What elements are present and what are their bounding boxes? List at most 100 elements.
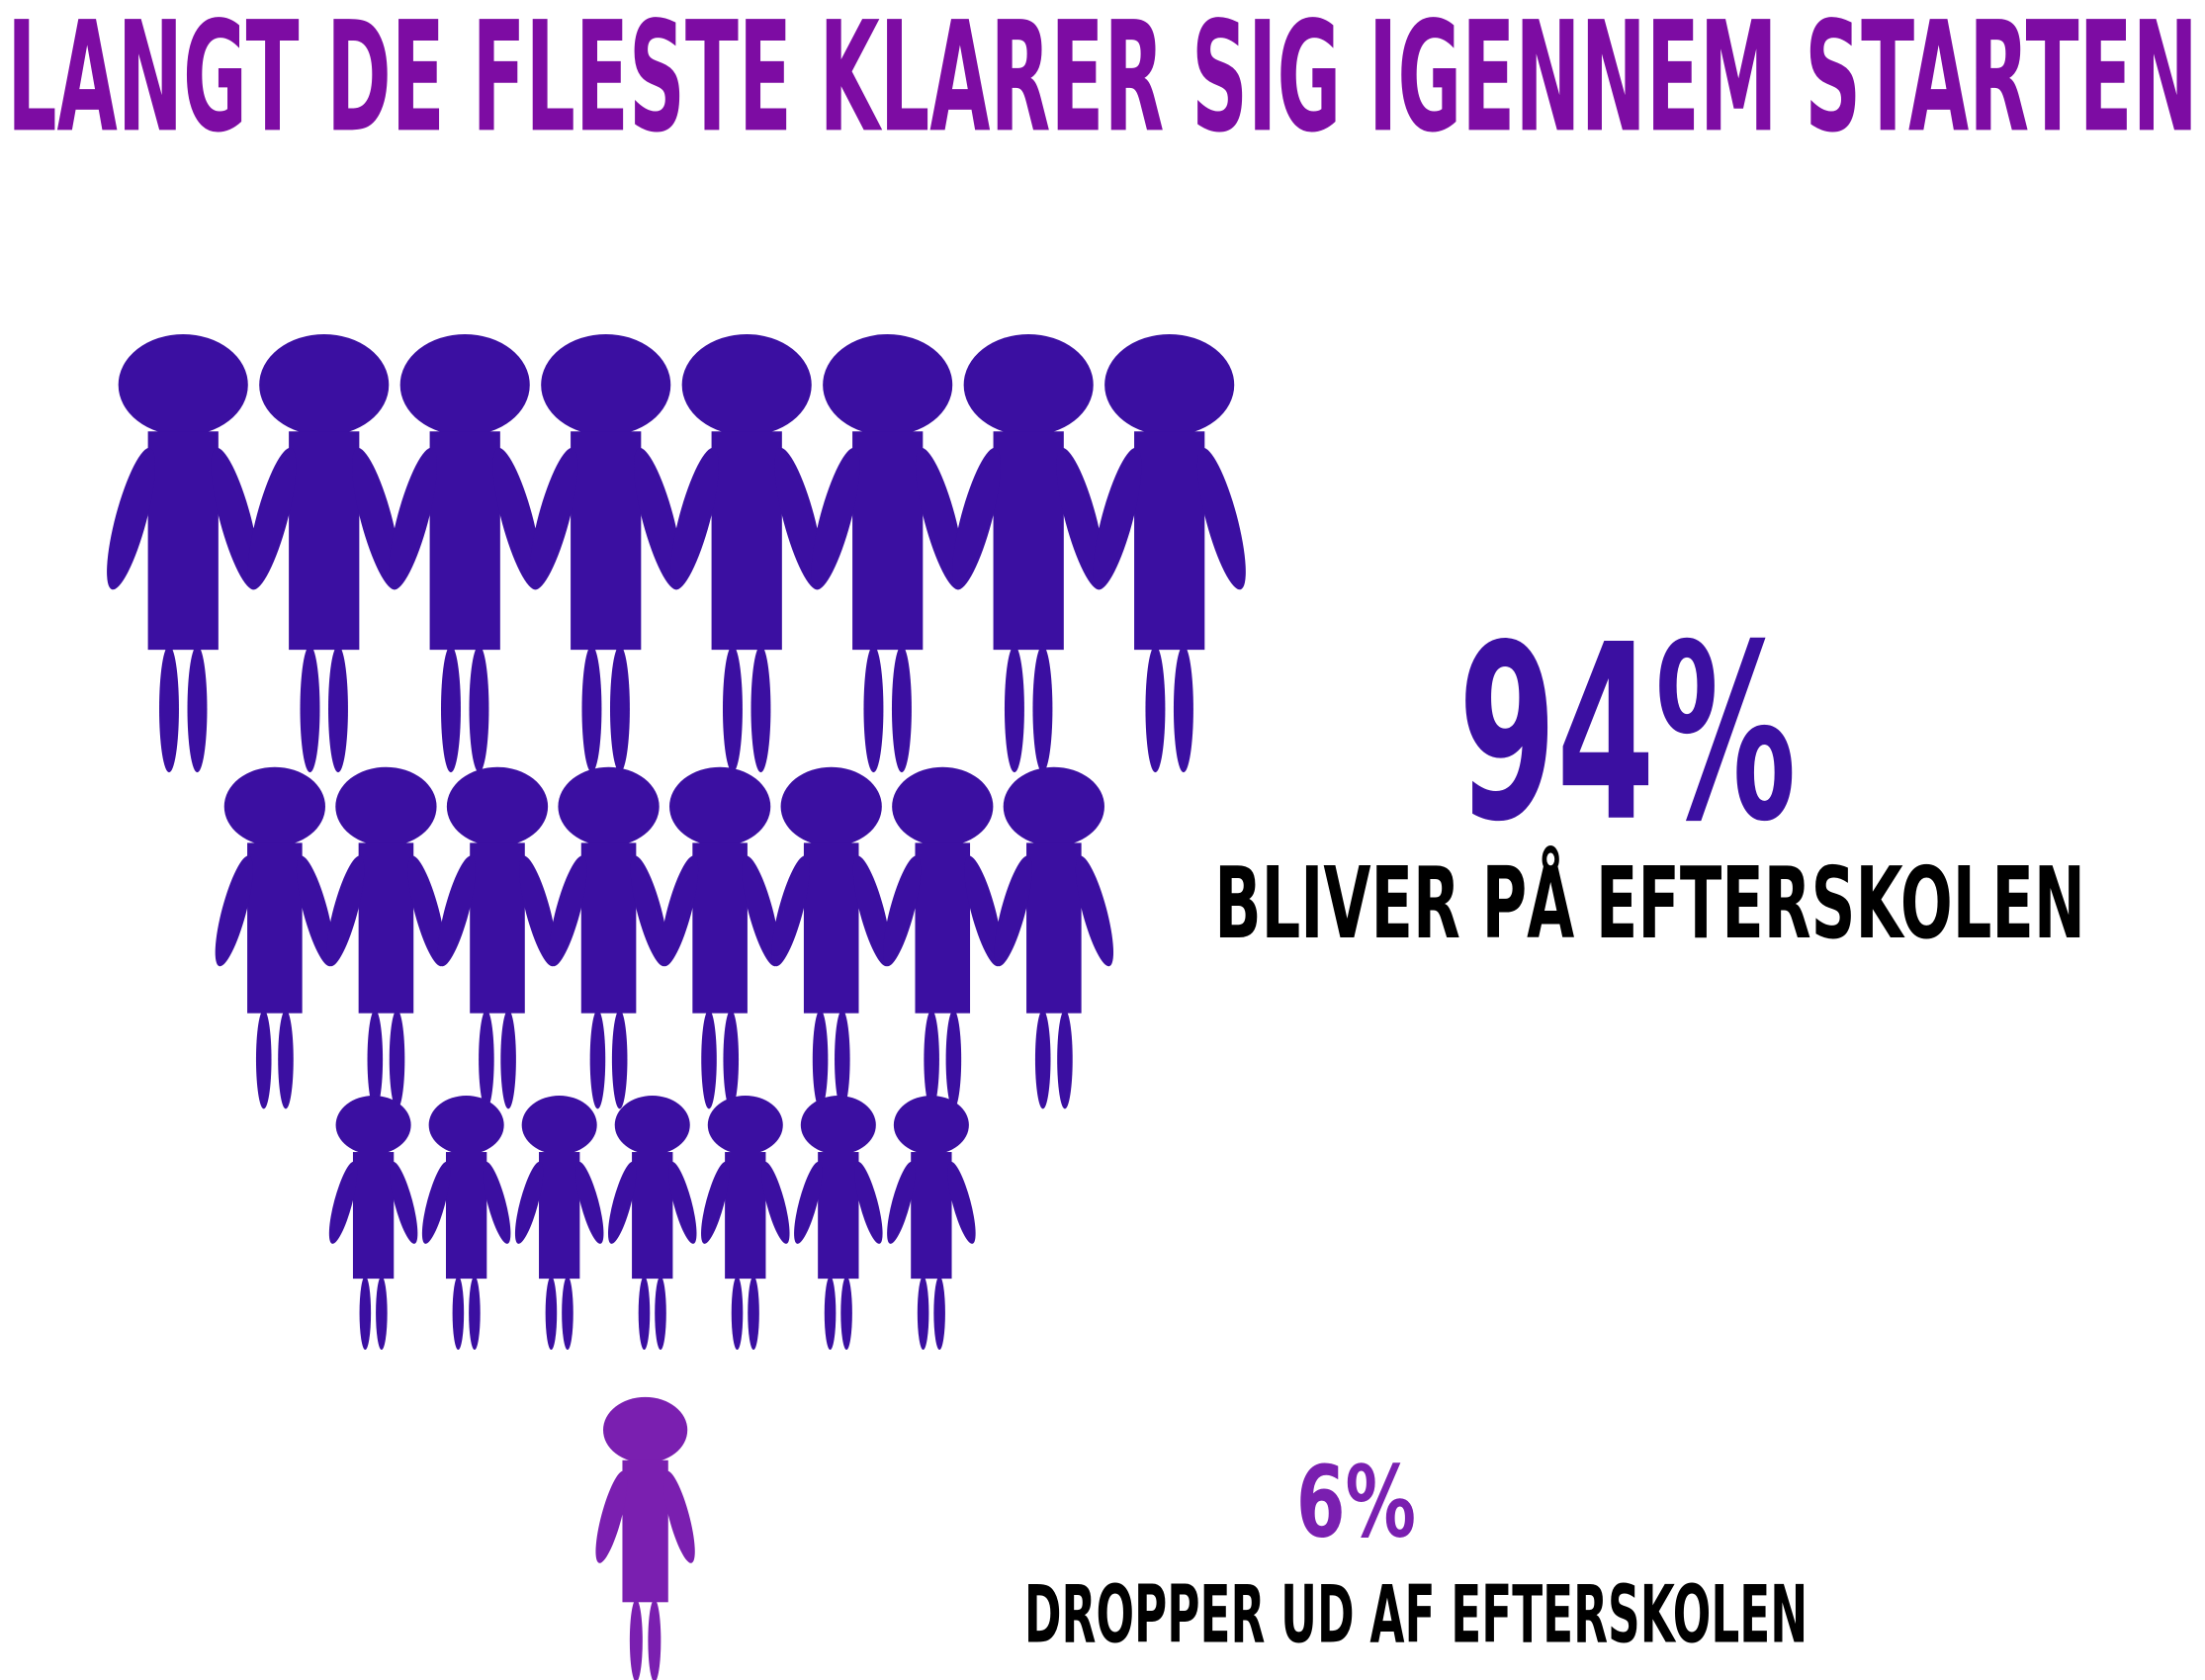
- head: [521, 1096, 597, 1155]
- pictogram-group: [595, 1396, 695, 1680]
- head: [259, 333, 390, 436]
- title: LANGT DE FLESTE KLARER SIG IGENNEM START…: [7, 0, 2198, 166]
- leg: [722, 645, 743, 773]
- head: [335, 1096, 411, 1155]
- head: [1003, 766, 1104, 846]
- head: [800, 1096, 876, 1155]
- head: [614, 1096, 690, 1155]
- arm: [701, 1161, 730, 1244]
- value-label: 6%: [1296, 1444, 1416, 1559]
- torso: [358, 842, 414, 1014]
- head: [335, 766, 437, 846]
- arm: [549, 855, 587, 967]
- torso: [803, 842, 859, 1014]
- head: [963, 333, 1094, 436]
- arm: [952, 447, 1001, 590]
- arm: [1093, 447, 1142, 590]
- head: [428, 1096, 504, 1155]
- leg: [812, 1010, 829, 1109]
- leg: [1145, 645, 1166, 773]
- torso: [632, 1152, 673, 1280]
- arm: [1196, 447, 1246, 590]
- head: [669, 766, 771, 846]
- arm: [994, 855, 1032, 967]
- arm: [887, 1161, 916, 1244]
- arm: [519, 855, 558, 967]
- arm: [761, 1161, 790, 1244]
- leg: [824, 1276, 837, 1351]
- arm: [492, 447, 542, 590]
- leg: [545, 1276, 558, 1351]
- leg: [452, 1276, 465, 1351]
- leg: [723, 1010, 740, 1109]
- arm: [794, 1161, 823, 1244]
- leg: [581, 645, 602, 773]
- head: [118, 333, 248, 436]
- torso: [911, 1152, 952, 1280]
- leg: [1032, 645, 1053, 773]
- leg: [1004, 645, 1024, 773]
- arm: [1056, 447, 1105, 590]
- arm: [854, 1161, 883, 1244]
- torso: [852, 431, 924, 651]
- leg: [629, 1599, 643, 1680]
- leg: [609, 645, 630, 773]
- leg: [840, 1276, 852, 1351]
- arm: [630, 855, 668, 967]
- arm: [437, 855, 476, 967]
- leg: [611, 1010, 628, 1109]
- arm: [660, 855, 699, 967]
- leg: [917, 1276, 929, 1351]
- arm: [771, 855, 810, 967]
- leg: [500, 1010, 516, 1109]
- head: [823, 333, 953, 436]
- torso: [539, 1152, 580, 1280]
- torso: [993, 431, 1064, 651]
- head: [603, 1396, 688, 1463]
- leg: [933, 1276, 945, 1351]
- leg: [469, 1276, 481, 1351]
- leg: [748, 1276, 759, 1351]
- torso: [470, 842, 525, 1014]
- arm: [215, 855, 253, 967]
- leg: [1057, 1010, 1073, 1109]
- head: [558, 766, 660, 846]
- head: [780, 766, 882, 846]
- leg: [891, 645, 912, 773]
- arm: [529, 447, 578, 590]
- leg: [638, 1276, 651, 1351]
- leg: [328, 645, 348, 773]
- torso: [622, 1459, 668, 1603]
- arm: [390, 1161, 418, 1244]
- torso: [147, 431, 219, 651]
- head: [892, 766, 994, 846]
- arm: [352, 447, 400, 590]
- arm: [811, 447, 860, 590]
- category-label: BLIVER PÅ EFTERSKOLEN: [1214, 845, 2085, 961]
- leg: [731, 1276, 744, 1351]
- torso: [915, 842, 971, 1014]
- leg: [924, 1010, 939, 1109]
- leg: [479, 1010, 494, 1109]
- leg: [648, 1599, 662, 1680]
- arm: [483, 1161, 511, 1244]
- torso: [352, 1152, 395, 1280]
- leg: [589, 1010, 606, 1109]
- arm: [774, 447, 824, 590]
- arm: [595, 1470, 628, 1563]
- arm: [663, 1470, 695, 1563]
- torso: [692, 842, 748, 1014]
- leg: [1034, 1010, 1051, 1109]
- leg: [367, 1010, 384, 1109]
- leg: [441, 645, 461, 773]
- arm: [247, 447, 297, 590]
- leg: [863, 645, 884, 773]
- head: [1104, 333, 1235, 436]
- head: [893, 1096, 969, 1155]
- torso: [1026, 842, 1082, 1014]
- head: [681, 333, 812, 436]
- arm: [915, 447, 964, 590]
- arm: [607, 1161, 637, 1244]
